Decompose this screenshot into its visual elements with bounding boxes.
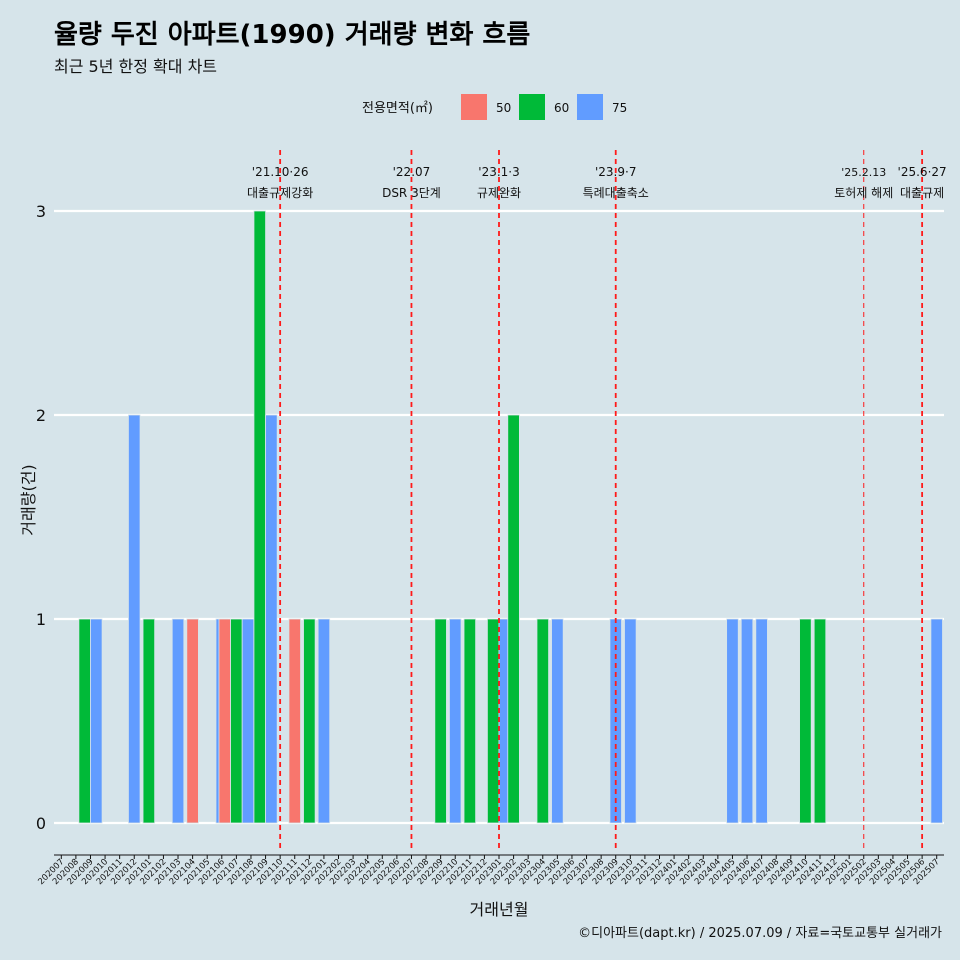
y-tick-label-0: 0 (36, 814, 46, 833)
event-date-label-202502: '25.2.13 (841, 166, 886, 179)
event-text-label-202506: 대출규제 (900, 186, 944, 200)
bar-202101-60 (142, 618, 156, 824)
bar-202103-75 (171, 618, 185, 824)
y-tick-label-2: 2 (36, 406, 46, 425)
event-text-label-202309: 특례대출축소 (583, 186, 649, 200)
source-caption: ©디아파트(dapt.kr) / 2025.07.09 / 자료=국토교통부 실… (578, 926, 942, 941)
event-text-label-202502: 토허제 해제 (834, 186, 893, 200)
chart-title: 율량 두진 아파트(1990) 거래량 변화 흐름 (54, 20, 531, 50)
bar-202405-75 (726, 618, 739, 824)
bar-202009-60 (78, 618, 91, 824)
legend-label-50: 50 (496, 101, 511, 115)
bars (78, 210, 943, 824)
legend: 전용면적(㎡) 50 60 75 (362, 94, 627, 120)
bar-202507-75 (930, 618, 943, 824)
bar-202305-75 (551, 618, 564, 824)
bar-202107-75 (241, 618, 255, 824)
chart-subtitle: 최근 5년 한정 확대 차트 (54, 57, 218, 76)
y-tick-label-3: 3 (36, 202, 46, 221)
bar-202104-50 (186, 618, 199, 824)
legend-swatch-60 (519, 94, 545, 120)
bar-202302-60 (507, 414, 520, 824)
bar-202410-60 (799, 618, 812, 824)
event-text-label-202110: 대출규제강화 (247, 186, 313, 200)
legend-swatch-50 (461, 94, 487, 120)
bar-202301-60 (486, 618, 500, 824)
bar-202304-60 (536, 618, 549, 824)
event-markers: '21.10·26 대출규제강화 '22.07 DSR 3단계 '23.1·3 규제완화 '… (247, 150, 947, 850)
bar-202109-75 (265, 414, 278, 824)
bar-202310-75 (624, 618, 637, 824)
bar-202201-75 (317, 618, 331, 824)
legend-label-75: 75 (612, 101, 627, 115)
y-tick-label-1: 1 (36, 610, 46, 629)
legend-swatch-75 (577, 94, 603, 120)
bar-202012-75 (128, 414, 141, 824)
bar-202411-60 (813, 618, 827, 824)
bar-202211-60 (463, 618, 477, 824)
bar-202111-50 (288, 618, 301, 824)
bar-202109-60 (253, 210, 266, 824)
event-text-label-202207: DSR 3단계 (382, 186, 441, 200)
bar-202209-60 (434, 618, 447, 824)
event-date-label-202301: '23.1·3 (478, 165, 519, 179)
event-date-label-202110: '21.10·26 (252, 165, 309, 179)
event-date-label-202309: '23.9·7 (595, 165, 636, 179)
bar-202107-50 (218, 618, 231, 824)
y-axis-title: 거래량(건) (19, 464, 38, 535)
x-axis-title: 거래년월 (470, 900, 529, 919)
bar-202107-60 (230, 618, 243, 824)
legend-title: 전용면적(㎡) (362, 101, 433, 116)
event-date-label-202207: '22.07 (393, 165, 431, 179)
bar-202406-75 (740, 618, 754, 824)
bar-202407-75 (755, 618, 768, 824)
event-text-label-202301: 규제완화 (477, 186, 521, 200)
bar-202009-75 (90, 618, 103, 824)
bar-202210-75 (449, 618, 462, 824)
legend-label-60: 60 (554, 101, 569, 115)
event-date-label-202506: '25.6·27 (898, 165, 947, 179)
bar-202112-60 (303, 618, 316, 824)
